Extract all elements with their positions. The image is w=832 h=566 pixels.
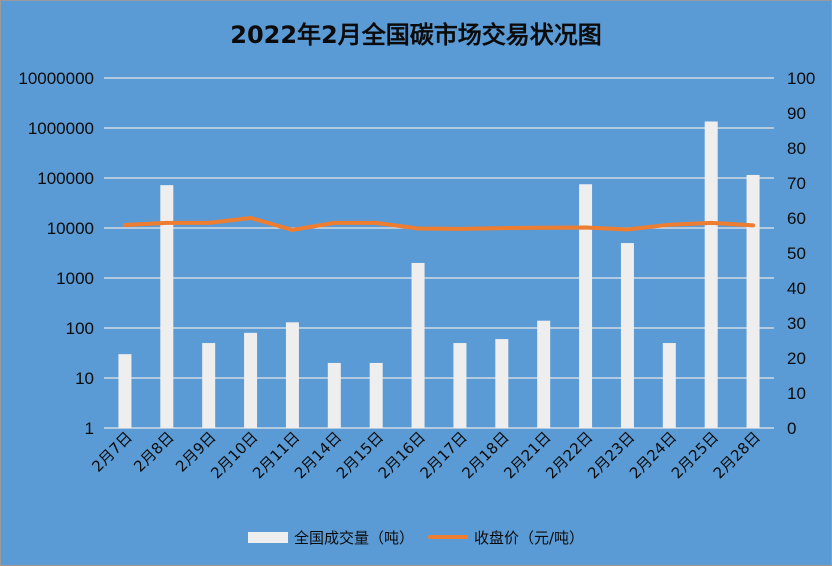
volume-bar — [453, 343, 467, 428]
volume-bar — [537, 320, 551, 428]
volume-bar — [495, 339, 509, 428]
y-left-tick-label: 10000 — [47, 219, 94, 238]
volume-bar — [285, 322, 299, 428]
x-tick-label: 2月8日 — [130, 428, 177, 475]
y-left-tick-label: 100 — [66, 319, 94, 338]
legend-swatch-price — [427, 535, 468, 539]
gridlines — [104, 77, 774, 429]
y-left-tick-label: 10000000 — [18, 69, 94, 88]
y-right-tick-label: 50 — [787, 244, 806, 263]
y-right-tick-label: 60 — [787, 209, 806, 228]
volume-bar — [579, 184, 593, 428]
right-axis: 0 10 20 30 40 50 60 70 80 90 100 — [787, 69, 815, 438]
y-right-tick-label: 20 — [787, 349, 806, 368]
y-left-tick-label: 1 — [85, 419, 94, 438]
legend-item-price: 收盘价（元/吨） — [427, 527, 585, 548]
volume-bar — [160, 185, 174, 428]
legend-label-price: 收盘价（元/吨） — [473, 528, 585, 547]
y-left-tick-label: 1000000 — [28, 119, 94, 138]
legend: 全国成交量（吨） 收盘价（元/吨） — [1, 525, 831, 549]
volume-bar — [411, 262, 425, 428]
x-tick-label: 2月28日 — [710, 428, 764, 482]
volume-bar — [704, 121, 718, 429]
y-left-tick-label: 10 — [75, 369, 94, 388]
y-right-tick-label: 100 — [787, 69, 815, 88]
y-right-tick-label: 80 — [787, 139, 806, 158]
volume-bar — [620, 243, 634, 428]
y-right-tick-label: 0 — [787, 419, 796, 438]
y-right-tick-label: 10 — [787, 384, 806, 403]
y-left-tick-label: 100000 — [37, 169, 94, 188]
price-line-layer — [122, 216, 756, 232]
chart-title: 2022年2月全国碳市场交易状况图 — [230, 21, 602, 49]
legend-item-volume: 全国成交量（吨） — [247, 527, 414, 548]
volume-bar — [202, 343, 216, 428]
left-axis: 1 10 100 1000 10000 100000 1000000 10000000 — [18, 69, 94, 438]
x-tick-label: 2月7日 — [88, 428, 135, 475]
volume-bar — [118, 354, 132, 428]
y-right-tick-label: 90 — [787, 104, 806, 123]
y-right-tick-label: 70 — [787, 174, 806, 193]
volume-bar — [369, 362, 383, 428]
price-line — [122, 216, 756, 232]
volume-bar — [662, 343, 676, 428]
legend-swatch-volume — [247, 531, 288, 543]
y-right-tick-label: 40 — [787, 279, 806, 298]
y-left-tick-label: 1000 — [56, 269, 94, 288]
legend-label-volume: 全国成交量（吨） — [293, 528, 414, 547]
x-axis: 2月7日2月8日2月9日2月10日2月11日2月14日2月15日2月16日2月1… — [88, 428, 764, 482]
volume-bar — [327, 362, 341, 428]
volume-bar — [746, 174, 760, 428]
y-right-tick-label: 30 — [787, 314, 806, 333]
volume-bars — [118, 121, 760, 429]
volume-bar — [244, 332, 258, 428]
